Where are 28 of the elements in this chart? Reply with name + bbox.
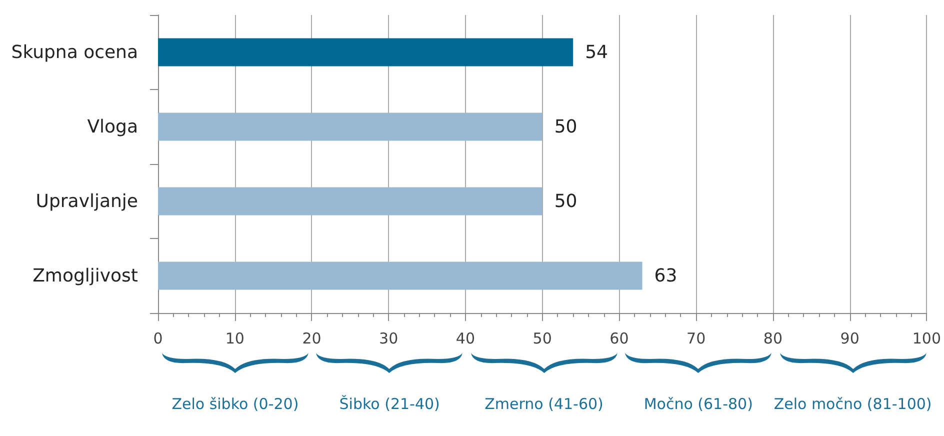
y-tick-label: Vloga: [87, 116, 138, 138]
bar: [158, 262, 642, 290]
x-tick-label: 90: [840, 330, 860, 348]
bar: [158, 187, 542, 216]
data-label: 54: [585, 42, 608, 63]
y-tick-label: Zmogljivost: [32, 265, 138, 286]
text: Šibko (21-40): [339, 395, 440, 413]
text: Zmerno (41-60): [484, 395, 604, 413]
x-tick-label: 80: [763, 330, 782, 348]
data-label: 50: [554, 116, 578, 138]
x-tick-label: 20: [302, 330, 322, 348]
text: Močno (61-80): [644, 395, 753, 413]
y-tick-label: Skupna ocena: [11, 42, 138, 63]
x-tick-label: 70: [686, 330, 706, 348]
y-tick-label: Upravljanje: [36, 190, 138, 212]
bar: [158, 38, 574, 66]
x-tick-label: 40: [456, 330, 476, 348]
x-tick-label: 30: [379, 330, 398, 348]
x-tick-label: 10: [225, 330, 244, 348]
x-tick-label: 50: [532, 330, 552, 348]
text: Zelo šibko (0-20): [172, 395, 299, 413]
x-tick-label: 100: [912, 330, 942, 348]
data-label: 50: [554, 190, 578, 212]
data-label: 63: [654, 265, 678, 286]
x-tick-label: 60: [610, 330, 629, 348]
text: Zelo močno (81-100): [774, 395, 932, 413]
bar: [158, 112, 542, 141]
x-tick-label: 0: [153, 330, 163, 348]
